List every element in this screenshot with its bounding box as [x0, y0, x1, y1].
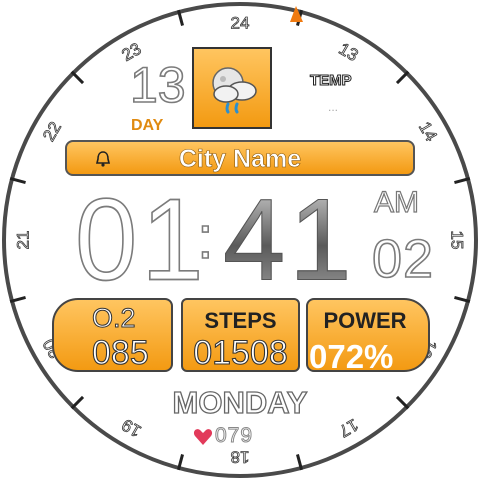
dial-tick: [70, 70, 85, 85]
dial-tick: [454, 176, 471, 184]
dial-tick: [296, 454, 304, 471]
dial-tick: [395, 70, 410, 85]
time-minutes: 41: [223, 174, 356, 305]
dial-hour-15: 15: [448, 231, 467, 250]
city-name: City Name: [178, 145, 302, 174]
dial-hour-24: 24: [231, 14, 250, 33]
power-box[interactable]: [306, 298, 430, 372]
steps-box[interactable]: [181, 298, 300, 372]
cloud-rain-icon: [212, 67, 257, 114]
top-marker: [290, 6, 303, 22]
dial-tick: [70, 395, 85, 410]
dial-hour-21: 21: [14, 231, 33, 250]
dial-tick: [176, 9, 184, 26]
dial-hour-13: 13: [336, 39, 362, 65]
steps-label: STEPS: [204, 308, 277, 333]
dial-tick: [395, 395, 410, 410]
power-label: POWER: [323, 308, 407, 333]
weather-icon-box[interactable]: [192, 47, 272, 129]
dial-hour-22: 22: [39, 119, 65, 145]
o2-box[interactable]: [52, 298, 173, 372]
dial-hour-14: 14: [415, 119, 441, 145]
dial-tick: [176, 454, 184, 471]
day-label: DAY: [131, 117, 164, 134]
o2-label: O.2: [92, 303, 137, 334]
power-value: 072%: [309, 338, 394, 375]
heart-icon: [193, 429, 213, 445]
temp-value: ...: [328, 100, 339, 114]
time-separator: :: [196, 204, 214, 271]
day-number: 13: [129, 57, 186, 113]
dial-hour-18: 18: [231, 448, 250, 467]
time-hours: 01: [74, 174, 208, 305]
o2-value: 085: [91, 334, 149, 372]
steps-value: 01508: [193, 334, 289, 372]
weekday: MONDAY: [172, 384, 308, 420]
bell-icon: [95, 151, 111, 167]
dial-ticks: [9, 9, 471, 471]
temp-label: TEMP: [310, 72, 353, 90]
heart-rate-value: 079: [214, 424, 254, 448]
city-bar[interactable]: City Name: [65, 140, 415, 176]
dial-tick: [9, 296, 26, 304]
time-seconds: 02: [371, 229, 435, 289]
dial-tick: [454, 296, 471, 304]
dial-tick: [9, 176, 26, 184]
am-pm: AM: [373, 186, 419, 219]
